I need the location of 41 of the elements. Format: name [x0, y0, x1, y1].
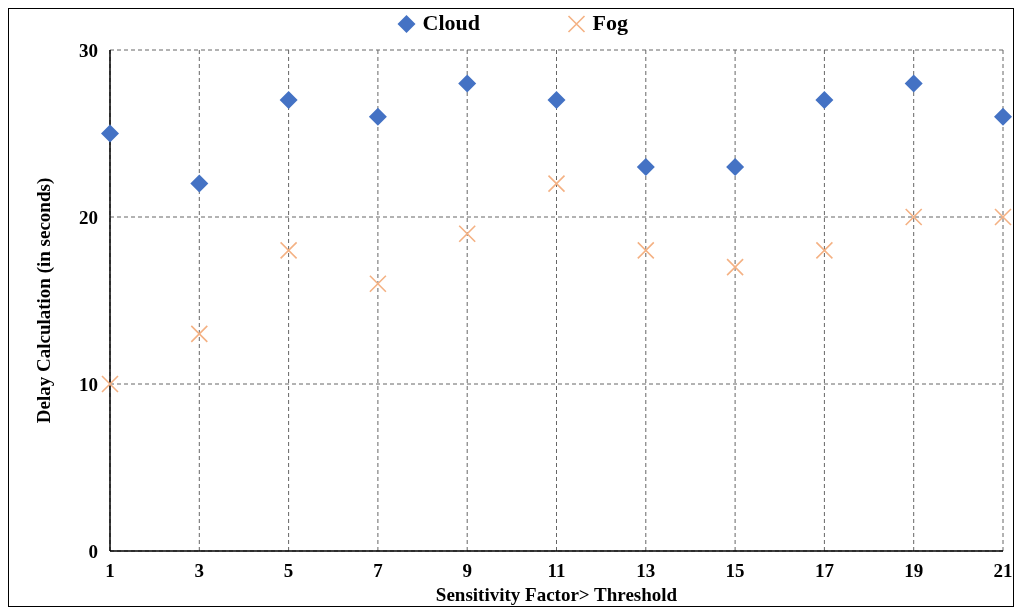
point	[994, 208, 1012, 226]
x-tick-label: 15	[725, 560, 745, 581]
x-tick-label: 5	[283, 560, 294, 581]
y-tick-label: 0	[88, 540, 98, 562]
point	[904, 74, 923, 93]
point	[637, 241, 655, 260]
point	[547, 174, 566, 193]
y-tick-label: 20	[79, 206, 98, 228]
x-tick-label: 9	[462, 560, 472, 581]
point	[458, 74, 477, 93]
point	[994, 107, 1012, 126]
legend-label: Fog	[592, 10, 628, 35]
x-tick-label: 3	[194, 560, 205, 581]
y-axis-title: Delay Calculation (in seconds)	[33, 177, 55, 424]
point	[101, 124, 119, 143]
point	[904, 208, 923, 226]
y-tick-label: 10	[79, 373, 98, 395]
point	[726, 258, 744, 276]
x-tick-label: 13	[636, 560, 656, 581]
x-tick-label: 1	[105, 560, 115, 581]
point	[726, 157, 745, 176]
point	[547, 91, 566, 110]
x-axis-title: Sensitivity Factor> Threshold	[435, 584, 678, 605]
x-tick-label: 21	[993, 560, 1013, 581]
point	[815, 241, 834, 260]
point	[190, 174, 209, 193]
x-tick-label: 11	[547, 560, 566, 581]
point	[101, 375, 119, 393]
x-tick-label: 7	[373, 560, 384, 581]
x-tick-label: 19	[904, 560, 924, 581]
point	[190, 325, 209, 343]
legend-label: Cloud	[422, 10, 480, 35]
point	[279, 91, 298, 110]
point	[636, 157, 655, 176]
point	[458, 224, 476, 243]
point	[279, 241, 298, 260]
x-tick-label: 17	[814, 560, 835, 581]
y-tick-label: 30	[79, 39, 98, 61]
point	[369, 275, 387, 293]
point	[368, 107, 387, 126]
point	[815, 91, 834, 110]
